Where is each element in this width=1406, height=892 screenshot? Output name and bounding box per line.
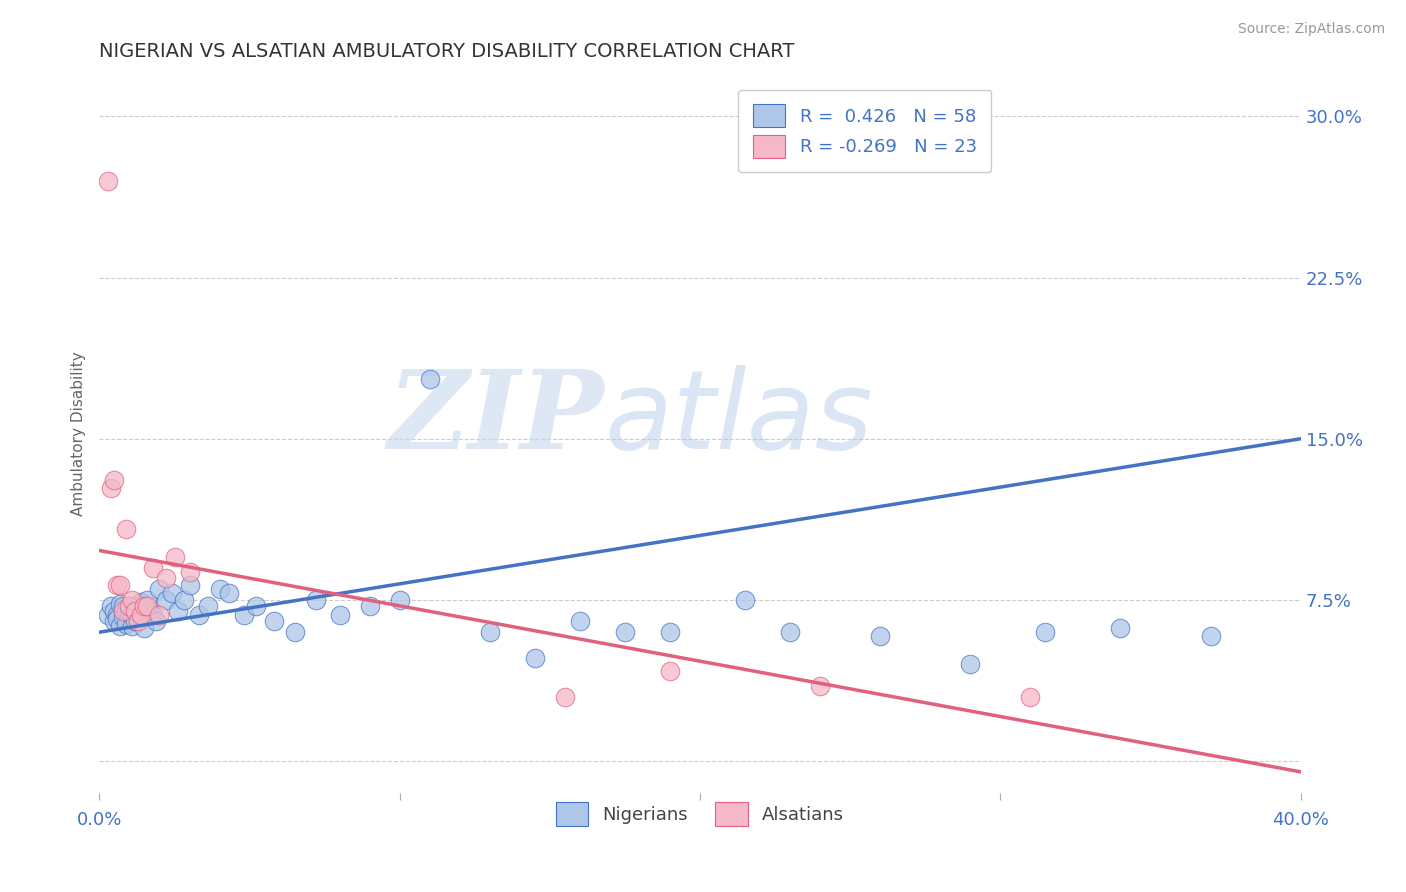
Point — [245, 599, 267, 614]
Point — [131, 595, 153, 609]
Point — [163, 549, 186, 564]
Point — [1199, 630, 1222, 644]
Point — [103, 604, 125, 618]
Point — [208, 582, 231, 597]
Point — [155, 571, 177, 585]
Point — [107, 612, 129, 626]
Point — [613, 625, 636, 640]
Point — [112, 604, 135, 618]
Point — [148, 607, 170, 622]
Point — [329, 607, 352, 622]
Text: ZIP: ZIP — [387, 365, 605, 473]
Point — [127, 599, 149, 614]
Point — [218, 586, 240, 600]
Point — [869, 630, 891, 644]
Point — [1035, 625, 1057, 640]
Point — [659, 625, 682, 640]
Point — [187, 607, 209, 622]
Point — [134, 607, 156, 622]
Point — [659, 664, 682, 678]
Legend: Nigerians, Alsatians: Nigerians, Alsatians — [547, 794, 853, 835]
Point — [142, 607, 165, 622]
Point — [136, 593, 159, 607]
Point — [142, 560, 165, 574]
Point — [124, 615, 146, 629]
Point — [359, 599, 381, 614]
Point — [1019, 690, 1042, 704]
Point — [134, 621, 156, 635]
Text: atlas: atlas — [605, 366, 873, 473]
Point — [112, 610, 135, 624]
Point — [110, 618, 132, 632]
Point — [127, 606, 149, 620]
Point — [127, 615, 149, 629]
Point — [110, 597, 132, 611]
Point — [148, 582, 170, 597]
Point — [136, 599, 159, 614]
Point — [121, 593, 143, 607]
Point — [110, 578, 132, 592]
Point — [166, 604, 188, 618]
Point — [112, 599, 135, 614]
Text: 0.0%: 0.0% — [77, 811, 122, 829]
Point — [173, 593, 195, 607]
Point — [478, 625, 501, 640]
Point — [121, 607, 143, 622]
Point — [1109, 621, 1132, 635]
Point — [179, 565, 201, 579]
Point — [115, 522, 138, 536]
Text: NIGERIAN VS ALSATIAN AMBULATORY DISABILITY CORRELATION CHART: NIGERIAN VS ALSATIAN AMBULATORY DISABILI… — [100, 42, 794, 61]
Point — [121, 618, 143, 632]
Point — [100, 599, 122, 614]
Point — [419, 371, 441, 385]
Point — [155, 593, 177, 607]
Point — [734, 593, 756, 607]
Point — [124, 601, 146, 615]
Text: 40.0%: 40.0% — [1272, 811, 1329, 829]
Point — [107, 607, 129, 622]
Point — [305, 593, 328, 607]
Point — [959, 657, 981, 672]
Point — [107, 578, 129, 592]
Point — [554, 690, 576, 704]
Point — [808, 679, 831, 693]
Point — [103, 473, 125, 487]
Point — [115, 616, 138, 631]
Point — [100, 481, 122, 495]
Point — [160, 586, 183, 600]
Text: Source: ZipAtlas.com: Source: ZipAtlas.com — [1237, 22, 1385, 37]
Point — [118, 606, 141, 620]
Point — [131, 607, 153, 622]
Point — [197, 599, 219, 614]
Point — [139, 604, 162, 618]
Point — [103, 615, 125, 629]
Point — [134, 599, 156, 614]
Point — [779, 625, 801, 640]
Point — [145, 615, 167, 629]
Y-axis label: Ambulatory Disability: Ambulatory Disability — [72, 351, 86, 516]
Point — [263, 615, 285, 629]
Point — [118, 599, 141, 614]
Point — [284, 625, 307, 640]
Point — [568, 615, 591, 629]
Point — [115, 604, 138, 618]
Point — [97, 607, 120, 622]
Point — [124, 604, 146, 618]
Point — [523, 651, 546, 665]
Point — [232, 607, 254, 622]
Point — [97, 174, 120, 188]
Point — [388, 593, 411, 607]
Point — [179, 578, 201, 592]
Point — [118, 599, 141, 614]
